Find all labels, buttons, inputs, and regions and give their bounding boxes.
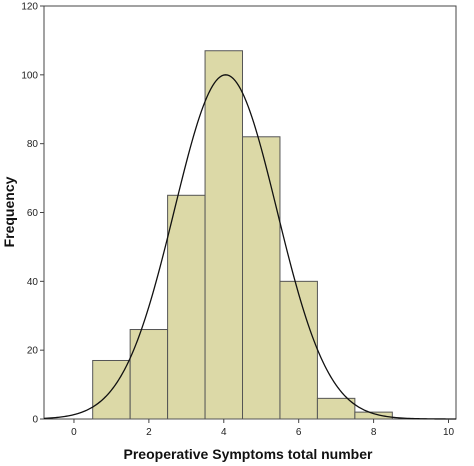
y-tick-label: 60 [27,208,39,219]
y-tick-label: 40 [27,277,39,288]
y-tick-label: 80 [27,139,39,150]
x-tick-label: 10 [443,427,455,438]
histogram-bar-4 [242,136,281,420]
x-axis-title: Preoperative Symptoms total number [124,446,374,462]
histogram-bar-5 [279,280,318,420]
x-tick-label: 8 [371,427,377,438]
y-tick-label: 120 [21,2,38,13]
y-axis: 0 20 40 60 80 100 120 [21,2,44,426]
histogram-bar-1 [129,329,169,420]
x-tick-label: 6 [296,427,302,438]
x-axis: 0 2 4 6 8 10 [71,419,455,438]
x-tick-label: 2 [146,427,152,438]
x-tick-label: 4 [221,427,227,438]
histogram-bar-6 [316,397,356,420]
histogram-bars [92,50,393,420]
y-axis-title: Frequency [1,176,17,247]
normal-distribution-curve [43,74,457,420]
y-tick-label: 100 [21,70,38,81]
x-tick-label: 0 [71,427,77,438]
y-tick-label: 20 [27,346,39,357]
y-tick-label: 0 [32,415,38,426]
histogram-bar-3 [204,50,244,420]
histogram-bar-2 [167,194,206,420]
